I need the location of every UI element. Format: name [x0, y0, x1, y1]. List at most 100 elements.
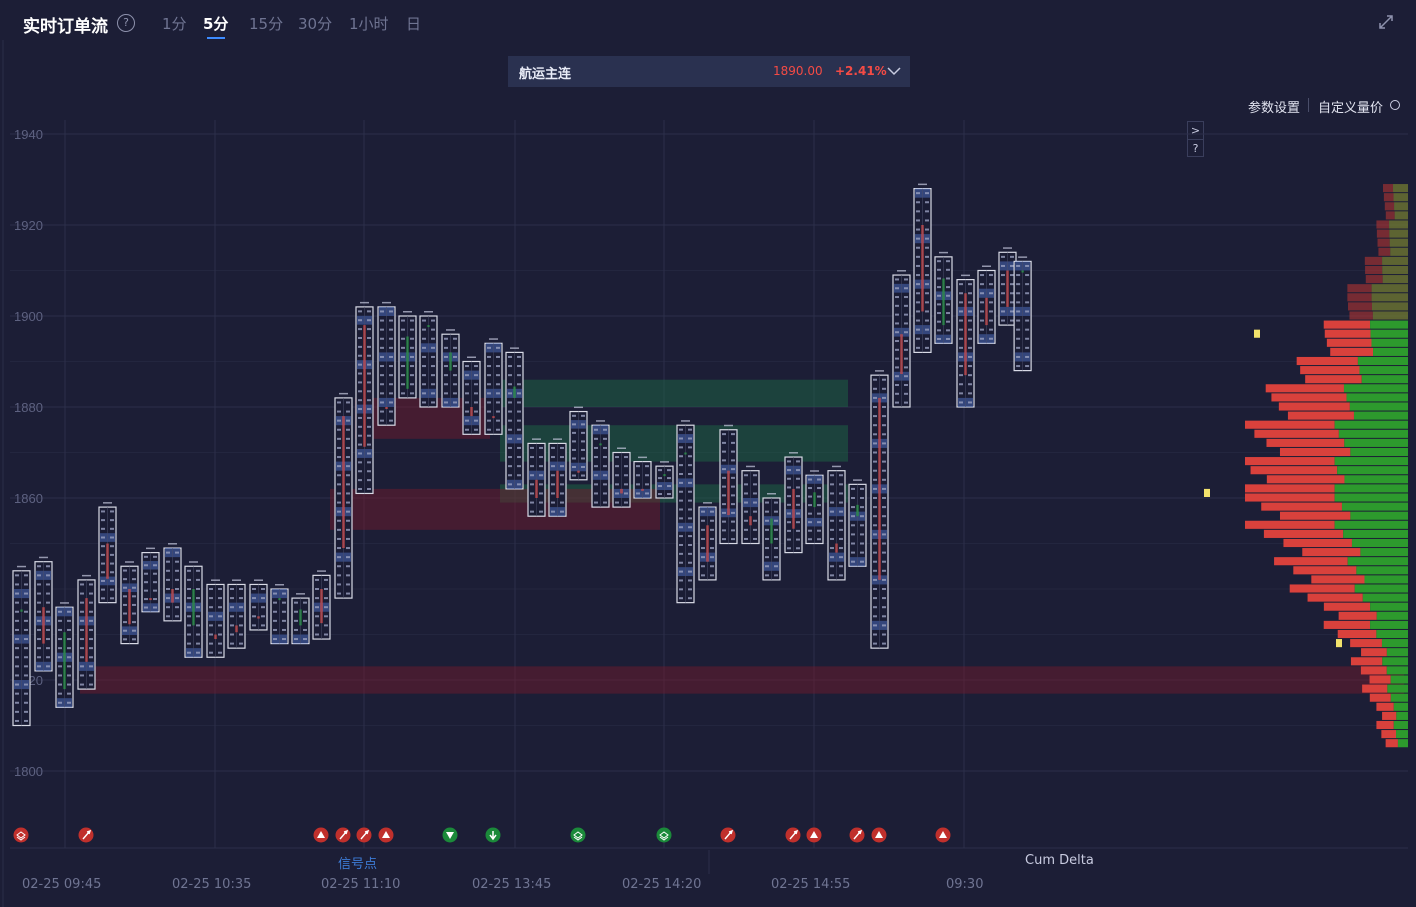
profile-bar-buy [1381, 639, 1408, 648]
bid-volume-cell [787, 521, 791, 524]
profile-bar-buy [1350, 511, 1408, 520]
bid-volume-cell [58, 628, 62, 631]
tab-30min[interactable]: 30分 [298, 15, 333, 33]
ask-volume-cell [218, 624, 222, 627]
signal-layers-down-icon[interactable] [570, 827, 586, 843]
bid-volume-cell [401, 328, 405, 331]
collapse-button[interactable]: > [1190, 124, 1201, 137]
tab-5min[interactable]: 5分 [203, 15, 229, 33]
ask-volume-cell [367, 310, 371, 313]
bid-volume-cell [916, 310, 920, 313]
signal-panel-label[interactable]: 信号点 [338, 857, 378, 872]
ask-volume-cell [968, 374, 972, 377]
ask-volume-cell [1010, 283, 1014, 286]
tab-1hour[interactable]: 1小时 [349, 15, 389, 33]
tab-15min[interactable]: 15分 [249, 15, 284, 33]
bid-volume-cell [808, 495, 812, 498]
bid-volume-cell [572, 448, 576, 451]
signal-layers-down-icon[interactable] [656, 827, 672, 843]
bid-volume-cell [508, 410, 512, 413]
profile-bar-buy [1393, 720, 1408, 730]
ask-volume-cell [688, 508, 692, 511]
ask-volume-cell [175, 551, 179, 554]
signal-layers-up-icon[interactable] [13, 827, 29, 843]
bid-volume-cell [937, 303, 941, 306]
ask-volume-cell [46, 583, 50, 586]
profile-bar-sell [1287, 411, 1354, 420]
profile-bar-buy [1334, 520, 1408, 529]
ask-volume-cell [731, 520, 735, 523]
ask-volume-cell [1025, 346, 1030, 349]
bid-volume-cell [144, 589, 148, 592]
ask-volume-cell [517, 374, 521, 377]
ask-volume-cell [688, 464, 692, 467]
ask-volume-cell [946, 260, 950, 263]
bar-header-label [875, 370, 884, 372]
profile-bar-sell [1383, 184, 1394, 193]
ask-volume-cell [731, 503, 735, 506]
settings-circle-icon[interactable] [1390, 100, 1400, 110]
bid-volume-cell [980, 274, 984, 277]
bid-volume-cell [465, 410, 469, 413]
profile-bar-buy [1371, 284, 1408, 293]
profile-bar-buy [1386, 666, 1408, 675]
ask-volume-cell [817, 529, 821, 532]
ask-volume-cell [925, 337, 929, 340]
profile-bar-buy [1382, 275, 1408, 284]
ask-volume-cell [968, 337, 972, 340]
tab-1min[interactable]: 1分 [162, 15, 187, 33]
ask-volume-cell [303, 619, 307, 622]
ask-volume-cell [882, 469, 886, 472]
bid-volume-cell [937, 260, 941, 263]
ask-volume-cell [89, 583, 93, 586]
bid-volume-cell [530, 474, 534, 477]
profile-bar-buy [1343, 529, 1408, 538]
ask-volume-cell [688, 455, 692, 458]
bid-volume-cell [572, 414, 576, 417]
custom-price-button[interactable]: 自定义量价 [1318, 101, 1384, 116]
chevron-down-icon[interactable] [887, 65, 901, 77]
bid-volume-cell [444, 355, 448, 358]
bid-volume-cell [101, 553, 105, 556]
profile-bar-buy [1370, 620, 1408, 629]
bar-header-label [211, 579, 220, 581]
bid-volume-cell [916, 328, 920, 331]
ask-volume-cell [839, 501, 843, 504]
bar-header-label [339, 392, 348, 395]
bid-volume-cell [787, 477, 791, 480]
ask-volume-cell [539, 456, 543, 459]
param-settings-button[interactable]: 参数设置 [1248, 101, 1301, 116]
bid-volume-cell [209, 606, 213, 609]
bid-volume-cell [15, 656, 19, 659]
ask-volume-cell [688, 543, 692, 546]
ask-volume-cell [560, 465, 564, 468]
bid-volume-cell [679, 579, 683, 582]
bar-header-label [982, 265, 991, 267]
ask-volume-cell [67, 683, 71, 686]
cum-delta-panel-label[interactable]: Cum Delta [1025, 853, 1094, 868]
ask-volume-cell [603, 446, 607, 449]
instrument-selector[interactable]: 航运主连 1890.00 +2.41% [508, 56, 910, 87]
bid-volume-cell [487, 355, 491, 358]
bid-volume-cell [722, 520, 726, 523]
ask-volume-cell [925, 310, 929, 313]
bid-volume-cell [679, 446, 683, 449]
ask-volume-cell [925, 228, 929, 231]
help-icon[interactable]: ? [117, 14, 135, 32]
bid-volume-cell [937, 294, 941, 297]
profile-bar-buy [1389, 220, 1408, 229]
ask-volume-cell [603, 437, 607, 440]
ask-volume-cell [67, 692, 71, 695]
ask-volume-cell [67, 674, 71, 677]
profile-bar-sell [1347, 293, 1372, 302]
profile-bar-sell [1323, 320, 1371, 329]
bid-volume-cell [401, 383, 405, 386]
bid-volume-cell [37, 638, 41, 641]
tab-day[interactable]: 日 [406, 15, 422, 33]
ask-volume-cell [1010, 292, 1014, 295]
help-button[interactable]: ? [1188, 139, 1203, 156]
expand-icon[interactable] [1378, 14, 1394, 30]
bid-volume-cell [808, 487, 812, 490]
profile-bar-buy [1386, 648, 1408, 657]
